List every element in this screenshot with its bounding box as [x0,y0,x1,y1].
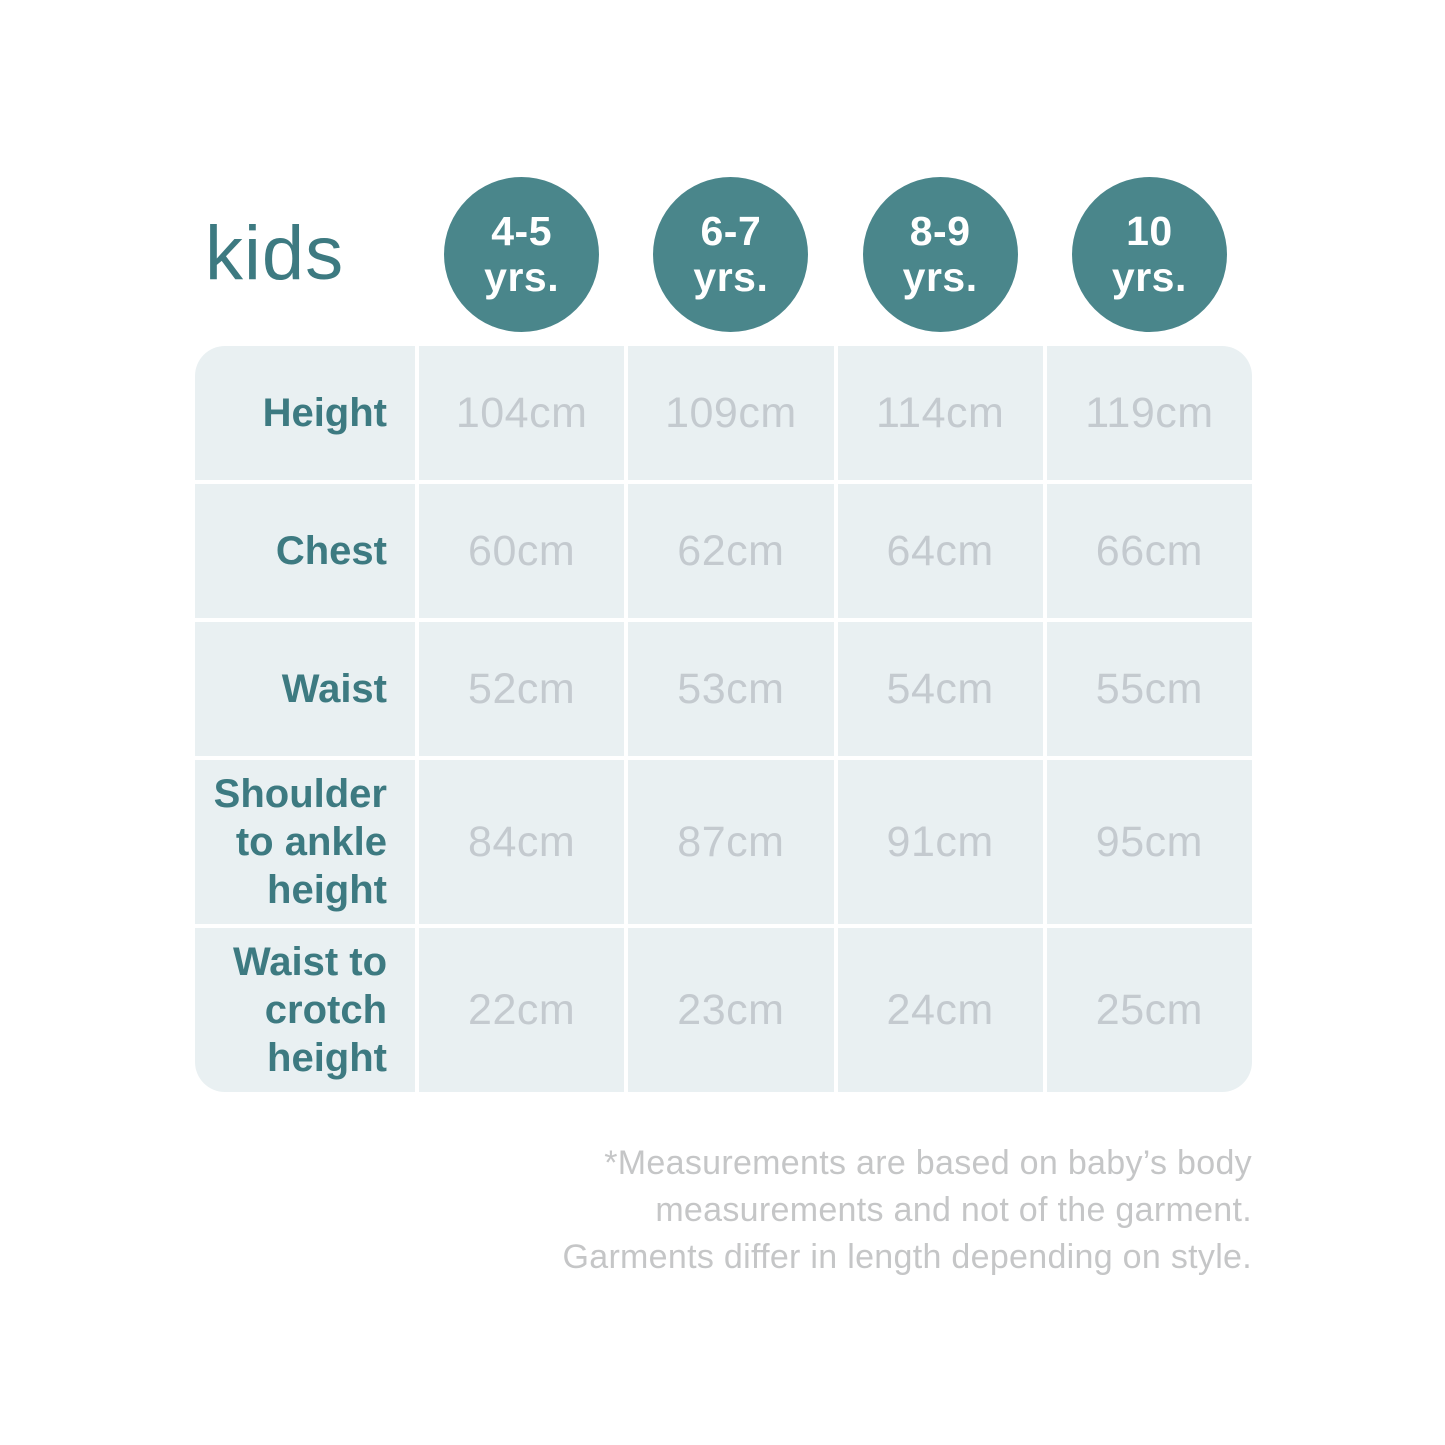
row-label-line: Waist to [232,940,387,984]
size-table: Height 104cm 109cm 114cm 119cm Chest 60cm 62cm 6… [195,346,1252,1092]
note-line: *Measurements are based on baby’s body [604,1144,1252,1182]
measurement-value: 53cm [628,622,834,756]
row-label: Waist to crotch height [195,928,415,1092]
measurement-value: 25cm [1046,928,1252,1092]
measurement-value: 60cm [419,484,625,618]
row-label-line: Waist [281,667,387,711]
age-badge: 8-9 yrs. [862,176,1018,332]
measurement-value: 64cm [837,484,1043,618]
row-label: Height [195,346,415,480]
note-line: measurements and not of the garment. [655,1191,1252,1229]
measurement-note: *Measurements are based on baby’s body me… [195,1140,1252,1281]
measurement-value: 24cm [837,928,1043,1092]
age-badge: 4-5 yrs. [444,176,600,332]
measurement-value: 87cm [628,760,834,924]
row-label-line: height [267,1036,387,1080]
age-range: 10 [1126,208,1173,254]
age-badge: 6-7 yrs. [653,176,809,332]
age-range: 6-7 [700,208,762,254]
row-label-line: Chest [275,529,387,573]
measurement-value: 104cm [419,346,625,480]
measurement-value: 62cm [628,484,834,618]
measurement-value: 23cm [628,928,834,1092]
age-unit: yrs. [484,254,560,300]
title-cell: kids [195,176,415,332]
row-label-line: crotch [264,988,387,1032]
row-label-line: Shoulder [213,772,387,816]
measurement-value: 84cm [419,760,625,924]
age-unit: yrs. [1111,254,1187,300]
age-range: 8-9 [909,208,971,254]
measurement-value: 119cm [1046,346,1252,480]
age-unit: yrs. [693,254,769,300]
measurement-value: 109cm [628,346,834,480]
measurement-value: 95cm [1046,760,1252,924]
measurement-value: 66cm [1046,484,1252,618]
note-line: Garments differ in length depending on s… [562,1238,1252,1276]
page-title: kids [205,211,345,296]
row-label: Shoulder to ankle height [195,760,415,924]
measurement-value: 114cm [837,346,1043,480]
age-unit: yrs. [902,254,978,300]
measurement-value: 55cm [1046,622,1252,756]
measurement-value: 91cm [837,760,1043,924]
age-badge-cell: 10 yrs. [1047,176,1252,332]
row-label-line: Height [262,391,387,435]
row-label-line: to ankle [235,820,387,864]
row-label-line: height [267,868,387,912]
measurement-value: 54cm [837,622,1043,756]
header-row: kids 4-5 yrs. 6-7 yrs. 8-9 yrs. 10 yrs. [195,176,1252,332]
measurement-value: 22cm [419,928,625,1092]
measurement-value: 52cm [419,622,625,756]
age-range: 4-5 [491,208,552,254]
age-badge: 10 yrs. [1071,176,1227,332]
age-badge-cell: 4-5 yrs. [419,176,624,332]
row-label: Waist [195,622,415,756]
age-badge-cell: 8-9 yrs. [838,176,1043,332]
age-badge-cell: 6-7 yrs. [628,176,833,332]
row-label: Chest [195,484,415,618]
